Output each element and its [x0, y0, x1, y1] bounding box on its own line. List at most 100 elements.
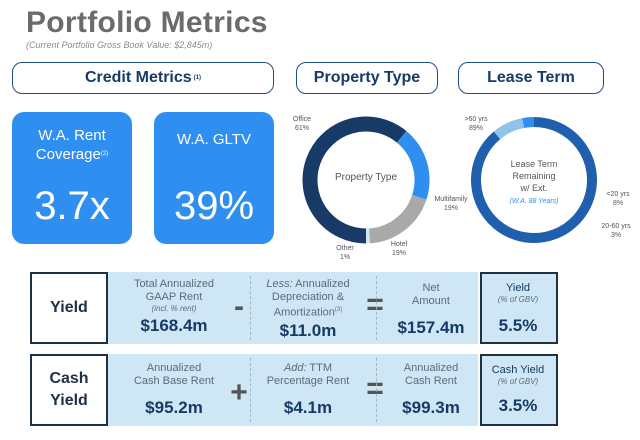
gaap-rent-note: (incl. % rent)	[151, 304, 197, 313]
lt20-pct: 8%	[612, 200, 624, 207]
lease-label-gt60: >60 yrs 89%	[458, 115, 494, 133]
yield-row-head: Yield	[30, 272, 108, 344]
depreciation-value: $11.0m	[279, 320, 337, 340]
gt60-name: >60 yrs	[464, 116, 488, 123]
property-type-label: Property Type	[313, 69, 421, 86]
gltv-card: W.A. GLTV 39%	[154, 112, 274, 244]
percentage-rent-value: $4.1m	[283, 398, 333, 417]
credit-metrics-label: Credit Metrics	[84, 69, 192, 86]
cash-divider-1	[250, 358, 252, 422]
hotel-pct: 19%	[391, 250, 406, 257]
lease-center-line2: Remaining	[512, 171, 555, 181]
cash-rent-value: $99.3m	[402, 398, 460, 417]
equals-operator-2: =	[366, 372, 384, 405]
percentage-rent-label-2: Percentage Rent	[266, 375, 350, 387]
lease-term-label: Lease Term	[487, 69, 575, 86]
cash-yield-result-note: (% of GBV)	[497, 377, 539, 386]
yield-gaap-rent-cell: Total Annualized GAAP Rent (incl. % rent…	[112, 278, 236, 336]
office-pct: 61%	[294, 125, 309, 132]
yield-divider-1	[250, 276, 252, 340]
annualized-cash-rent-cell: Annualized Cash Rent $99.3m	[386, 362, 476, 418]
lease-segment-20-60-yrs	[522, 117, 535, 128]
yield-result-box	[480, 272, 558, 344]
property-segment-hotel	[368, 194, 427, 244]
gaap-rent-value: $168.4m	[140, 316, 208, 335]
page-title: Portfolio Metrics	[26, 6, 268, 39]
lease-center-note: (W.A. 88 Years)	[509, 198, 558, 205]
other-pct: 1%	[339, 254, 351, 261]
cash-base-rent-label-2: Cash Base Rent	[133, 375, 215, 387]
rent-coverage-card: W.A. Rent Coverage(2) 3.7x	[12, 112, 132, 244]
equals-operator-1: =	[366, 288, 384, 321]
net-amount-label-2: Amount	[412, 295, 450, 307]
depreciation-footnote-ref: (3)	[334, 307, 343, 313]
cash-base-rent-label-1: Annualized	[146, 362, 202, 374]
cash-yield-result-label: Cash Yield	[491, 364, 545, 376]
multifamily-name: Multifamily	[434, 196, 468, 203]
gaap-rent-label-2: GAAP Rent	[145, 291, 203, 303]
property-label-multifamily: Multifamily 19%	[428, 195, 474, 213]
cash-base-rent-value: $95.2m	[145, 398, 203, 417]
cash-rent-label-1: Annualized	[403, 362, 459, 374]
gt60-pct: 89%	[468, 125, 483, 132]
rent-coverage-footnote-ref: (2)	[100, 151, 109, 157]
cash-rent-label-2: Cash Rent	[405, 375, 457, 387]
cash-base-rent-cell: Annualized Cash Base Rent $95.2m	[112, 362, 236, 418]
percentage-rent-cell: Add: TTM Percentage Rent $4.1m	[252, 362, 364, 418]
r20to60-name: 20-60 yrs	[601, 223, 631, 230]
lease-segment--20-yrs	[493, 118, 525, 140]
cash-yield-result-cell: Cash Yield (% of GBV) 3.5%	[482, 364, 554, 416]
property-segment-office	[302, 116, 407, 244]
less-prefix: Less:	[266, 278, 293, 290]
rent-coverage-value: 3.7x	[34, 184, 110, 228]
cash-yield-result-value: 3.5%	[498, 396, 538, 415]
cash-yield-row-head: Cash Yield	[30, 354, 108, 426]
multifamily-pct: 19%	[443, 205, 458, 212]
gltv-label: W.A. GLTV	[177, 131, 251, 148]
net-amount-value: $157.4m	[397, 318, 465, 337]
credit-metrics-footnote-ref: (1)	[193, 75, 202, 81]
credit-metrics-header: Credit Metrics (1)	[12, 62, 274, 94]
yield-result-label: Yield	[505, 282, 531, 294]
lease-term-header: Lease Term	[458, 62, 604, 94]
gltv-value: 39%	[173, 184, 255, 228]
percentage-rent-label-1: TTM	[306, 362, 333, 374]
lease-center-line3: w/ Ext.	[519, 183, 547, 193]
minus-operator: -	[234, 290, 244, 323]
yield-depreciation-cell: Less: Annualized Depreciation & Amortiza…	[252, 278, 364, 341]
lease-term-donut: Lease Term Remaining w/ Ext. (W.A. 88 Ye…	[471, 117, 597, 243]
lease-segment--60-yrs	[471, 117, 597, 243]
property-donut-center: Property Type	[335, 172, 398, 183]
lease-center-line1: Lease Term	[511, 159, 558, 169]
cash-yield-head-2: Yield	[50, 392, 88, 409]
yield-result-cell: Yield (% of GBV) 5.5%	[482, 282, 554, 336]
yield-divider-2	[376, 276, 378, 340]
net-amount-label-1: Net	[422, 282, 440, 294]
depreciation-label-1: Annualized	[292, 278, 350, 290]
property-label-other: Other 1%	[330, 244, 360, 262]
other-name: Other	[336, 245, 354, 252]
property-type-donut: Property Type	[302, 116, 430, 244]
lease-label-lt20: <20 yrs 8%	[600, 190, 636, 208]
lt20-name: <20 yrs	[606, 191, 630, 198]
lease-label-20to60: 20-60 yrs 3%	[594, 222, 638, 240]
depreciation-label-3: Amortization	[273, 306, 335, 319]
property-segment-multifamily	[396, 131, 430, 200]
page-subtitle: (Current Portfolio Gross Book Value: $2,…	[26, 40, 213, 50]
cash-divider-2	[376, 358, 378, 422]
gaap-rent-label-1: Total Annualized	[133, 278, 215, 290]
depreciation-label-2: Depreciation &	[271, 291, 345, 303]
yield-result-value: 5.5%	[498, 316, 538, 335]
property-type-header: Property Type	[296, 62, 438, 94]
rent-coverage-label-line2: Coverage	[35, 146, 101, 163]
cash-yield-result-box	[480, 354, 558, 426]
property-label-hotel: Hotel 19%	[384, 240, 414, 258]
add-prefix: Add:	[283, 362, 307, 374]
office-name: Office	[292, 116, 312, 123]
yield-band	[104, 272, 478, 344]
plus-operator: +	[230, 376, 248, 409]
rent-coverage-label-line1: W.A. Rent	[38, 127, 106, 144]
hotel-name: Hotel	[390, 241, 408, 248]
rent-coverage-label: W.A. Rent Coverage(2)	[12, 126, 132, 164]
cash-yield-head-1: Cash	[49, 370, 89, 387]
